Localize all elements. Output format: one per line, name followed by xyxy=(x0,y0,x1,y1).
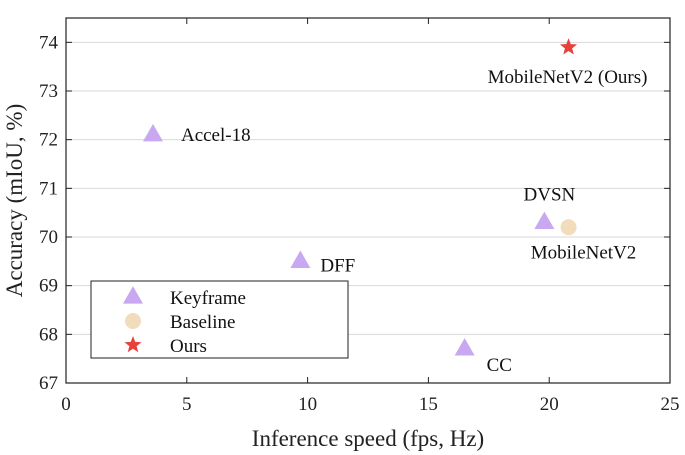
legend-marker-triangle xyxy=(123,286,143,304)
point-label: MobileNetV2 xyxy=(531,242,637,263)
plot-frame xyxy=(65,17,671,384)
point-label: DFF xyxy=(320,255,355,276)
x-tick-label: 0 xyxy=(61,394,71,415)
axis-ticks: 67 68 69 70 71 72 73 74 0 5 10 15 20 25 xyxy=(39,18,680,415)
y-tick-label: 73 xyxy=(39,81,58,102)
data-point-triangle xyxy=(290,250,311,268)
y-tick-label: 72 xyxy=(39,130,58,151)
y-tick-label: 74 xyxy=(39,32,59,53)
point-label: CC xyxy=(487,355,512,376)
y-tick-label: 68 xyxy=(39,324,58,345)
data-point-circle xyxy=(560,219,577,236)
x-tick-label: 15 xyxy=(419,394,438,415)
y-tick-label: 70 xyxy=(39,227,58,248)
legend-marker-star xyxy=(124,336,142,353)
data-point-triangle xyxy=(142,124,163,142)
data-points xyxy=(142,38,578,356)
y-tick-label: 67 xyxy=(39,373,58,394)
point-annotations: Accel-18 DFF DVSN CC MobileNetV2 MobileNetV2 … xyxy=(181,67,647,376)
y-tick-label: 71 xyxy=(39,178,58,199)
x-tick-label: 5 xyxy=(182,394,192,415)
point-label: Accel-18 xyxy=(181,125,251,146)
legend: Keyframe Baseline Ours xyxy=(90,280,349,359)
x-tick-label: 25 xyxy=(661,394,680,415)
x-tick-label: 20 xyxy=(540,394,559,415)
data-point-star xyxy=(559,38,578,55)
legend-entry-label: Baseline xyxy=(170,312,235,333)
point-label: MobileNetV2 (Ours) xyxy=(488,67,648,88)
point-label: DVSN xyxy=(524,184,576,205)
data-point-triangle xyxy=(534,211,555,230)
data-point-triangle xyxy=(454,338,475,356)
legend-entry-label: Keyframe xyxy=(170,288,246,309)
x-axis-label: Inference speed (fps, Hz) xyxy=(252,426,484,451)
legend-entry-label: Ours xyxy=(170,336,207,357)
x-tick-label: 10 xyxy=(298,394,317,415)
legend-marker-circle xyxy=(125,313,141,329)
y-tick-label: 69 xyxy=(39,276,58,297)
y-axis-label: Accuracy (mIoU, %) xyxy=(2,104,27,298)
